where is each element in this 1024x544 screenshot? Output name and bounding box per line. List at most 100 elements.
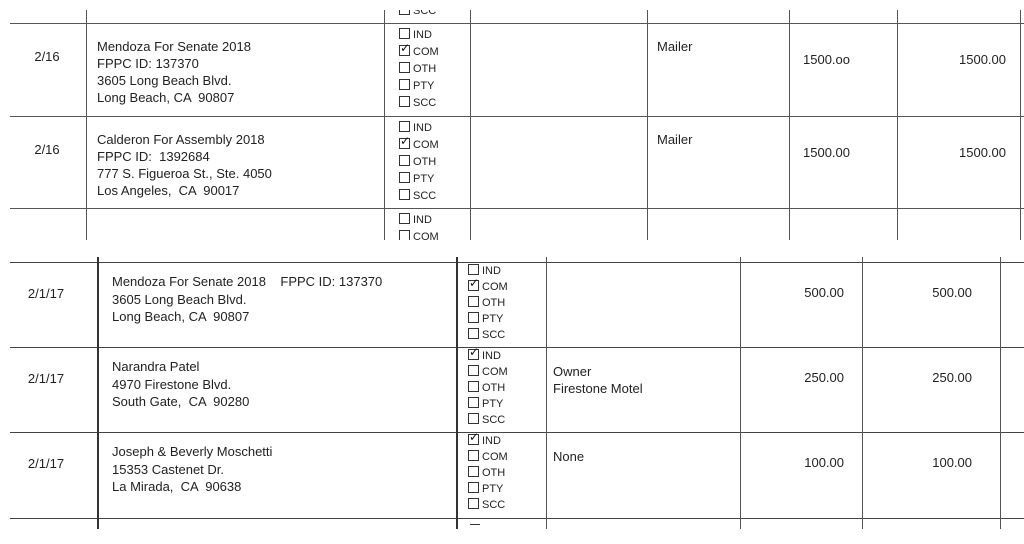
- checkbox-label: IND: [413, 214, 432, 226]
- checkbox-label: SCC: [413, 97, 437, 109]
- cumulative-cell: 100.00: [932, 455, 972, 470]
- com-checkbox[interactable]: COM: [468, 449, 508, 466]
- checkbox-label: IND: [413, 122, 432, 134]
- ind-checkbox[interactable]: IND: [399, 120, 432, 137]
- checked-box-icon: [468, 345, 479, 360]
- ind-checkbox[interactable]: IND: [468, 345, 501, 365]
- ind-checkbox[interactable]: IND: [399, 27, 432, 44]
- empty-box-icon: [468, 413, 479, 424]
- amount-cell: 100.00: [804, 455, 844, 470]
- row-divider: [10, 432, 1024, 433]
- com-checkbox[interactable]: COM: [399, 134, 439, 154]
- scc-checkbox[interactable]: SCC: [468, 412, 505, 429]
- scc-checkbox[interactable]: SCC: [399, 95, 436, 112]
- contributor-cell: Joseph & Beverly Moschetti 15353 Castene…: [112, 444, 273, 494]
- empty-box-icon: [468, 466, 479, 477]
- checkbox-label: SCC: [482, 329, 506, 341]
- row-divider: [10, 208, 1024, 209]
- pty-checkbox[interactable]: PTY: [468, 396, 503, 413]
- cumulative-cell: 1500.00: [959, 52, 1006, 67]
- column-divider: [740, 257, 741, 529]
- row-divider: [10, 23, 1024, 24]
- checkbox-label: PTY: [413, 173, 435, 185]
- checkbox-label: PTY: [482, 398, 504, 410]
- checked-box-icon: [468, 276, 479, 291]
- checkbox-label: OTH: [482, 382, 506, 394]
- empty-box-icon: [468, 296, 479, 307]
- page-crop-mask: [0, 0, 1024, 10]
- checkbox-label: PTY: [482, 313, 504, 325]
- date-cell: 2/16: [34, 142, 60, 157]
- partial-checkbox-edge: [470, 524, 480, 525]
- scc-checkbox[interactable]: SCC: [468, 497, 505, 514]
- empty-box-icon: [399, 155, 410, 166]
- page-crop-mask: [0, 529, 1024, 544]
- checkbox-label: PTY: [482, 483, 504, 495]
- pty-checkbox[interactable]: PTY: [468, 481, 503, 498]
- oth-checkbox[interactable]: OTH: [468, 465, 505, 482]
- column-divider: [1020, 10, 1021, 240]
- amount-cell: 250.00: [804, 370, 844, 385]
- pty-checkbox[interactable]: PTY: [399, 78, 434, 95]
- checked-box-icon: [399, 41, 410, 56]
- empty-box-icon: [399, 96, 410, 107]
- checkbox-label: IND: [482, 435, 501, 447]
- amount-cell: 500.00: [804, 285, 844, 300]
- checkbox-label: OTH: [482, 297, 506, 309]
- com-checkbox[interactable]: COM: [399, 41, 439, 61]
- checkbox-label: SCC: [482, 499, 506, 511]
- column-divider: [86, 10, 87, 240]
- description-cell: None: [553, 449, 585, 464]
- oth-checkbox[interactable]: OTH: [468, 295, 505, 312]
- pty-checkbox[interactable]: PTY: [399, 171, 434, 188]
- empty-box-icon: [468, 365, 479, 376]
- empty-box-icon: [468, 312, 479, 323]
- date-cell: 2/1/17: [27, 286, 65, 301]
- empty-box-icon: [468, 482, 479, 493]
- column-divider: [470, 10, 471, 240]
- column-divider: [789, 10, 790, 240]
- contributor-cell: Mendoza For Senate 2018 FPPC ID: 137370 …: [112, 274, 383, 324]
- column-divider: [897, 10, 898, 240]
- com-checkbox[interactable]: COM: [468, 364, 508, 381]
- pty-checkbox[interactable]: PTY: [468, 311, 503, 328]
- column-divider: [862, 257, 863, 529]
- checkbox-label: COM: [482, 366, 508, 378]
- cumulative-cell: 500.00: [932, 285, 972, 300]
- empty-box-icon: [399, 62, 410, 73]
- column-divider: [97, 257, 99, 529]
- checkbox-label: COM: [482, 451, 508, 463]
- contributor-cell: Narandra Patel 4970 Firestone Blvd. Sout…: [112, 359, 250, 409]
- column-divider: [1000, 257, 1001, 529]
- checked-box-icon: [468, 430, 479, 445]
- column-divider: [546, 257, 547, 529]
- amount-cell: 1500.oo: [803, 52, 850, 67]
- column-divider: [384, 10, 385, 240]
- checkbox-label: SCC: [482, 414, 506, 426]
- ind-checkbox[interactable]: IND: [399, 212, 432, 229]
- com-checkbox[interactable]: COM: [468, 276, 508, 296]
- contributor-cell: Mendoza For Senate 2018 FPPC ID: 137370 …: [97, 39, 251, 105]
- checkbox-label: COM: [413, 46, 439, 58]
- row-divider: [10, 518, 1024, 519]
- empty-box-icon: [468, 264, 479, 275]
- row-divider: [10, 347, 1024, 348]
- row-divider: [10, 116, 1024, 117]
- empty-box-icon: [399, 79, 410, 90]
- ind-checkbox[interactable]: IND: [468, 263, 501, 280]
- empty-box-icon: [468, 397, 479, 408]
- oth-checkbox[interactable]: OTH: [399, 154, 436, 171]
- ind-checkbox[interactable]: IND: [468, 430, 501, 450]
- oth-checkbox[interactable]: OTH: [399, 61, 436, 78]
- row-divider: [10, 262, 1024, 263]
- checkbox-label: SCC: [413, 190, 437, 202]
- scc-checkbox[interactable]: SCC: [399, 188, 436, 205]
- empty-box-icon: [399, 213, 410, 224]
- top-table-fragment: SCC 2/16 Mendoza For Senate 2018 FPPC ID: …: [0, 0, 1024, 255]
- description-cell: Mailer: [657, 132, 693, 147]
- empty-box-icon: [399, 121, 410, 132]
- empty-box-icon: [468, 498, 479, 509]
- scc-checkbox[interactable]: SCC: [468, 327, 505, 344]
- oth-checkbox[interactable]: OTH: [468, 380, 505, 397]
